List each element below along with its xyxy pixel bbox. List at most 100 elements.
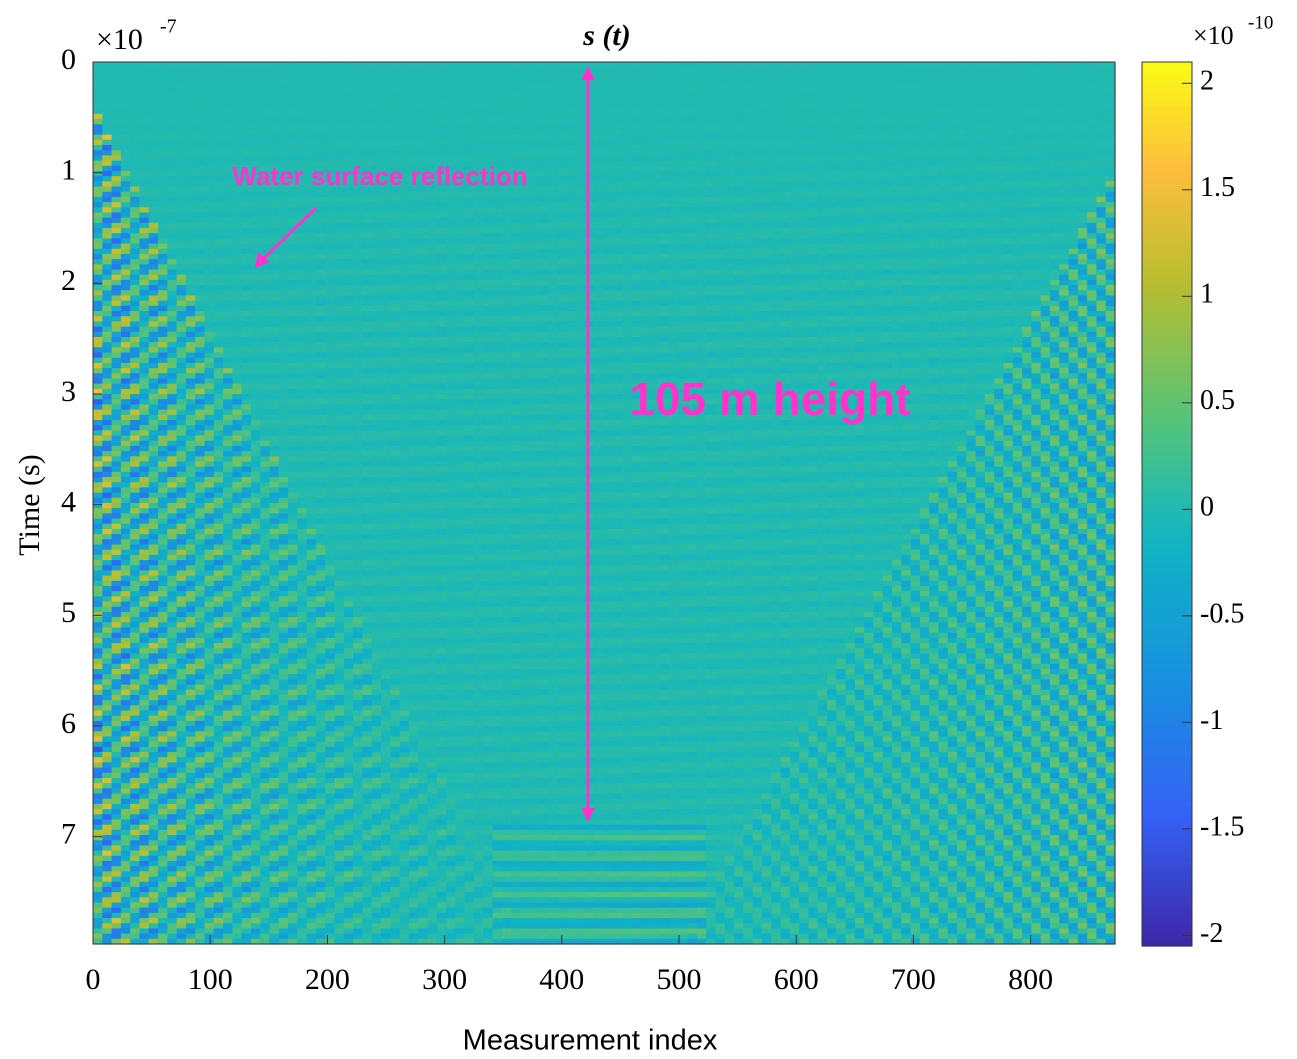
heatmap-cell xyxy=(790,270,800,276)
heatmap-cell xyxy=(938,114,948,120)
heatmap-cell xyxy=(697,171,707,177)
heatmap-cell xyxy=(966,104,976,110)
heatmap-cell xyxy=(753,249,763,255)
heatmap-cell xyxy=(660,114,670,120)
heatmap-cell xyxy=(242,135,252,141)
heatmap-cell xyxy=(920,212,930,218)
heatmap-cell xyxy=(437,98,447,104)
heatmap-cell xyxy=(390,280,400,286)
heatmap-cell xyxy=(753,166,763,172)
heatmap-cell xyxy=(409,109,419,115)
heatmap-cell xyxy=(669,140,679,146)
heatmap-cell xyxy=(502,197,512,203)
heatmap-cell xyxy=(725,124,735,130)
heatmap-cell xyxy=(539,72,549,78)
heatmap-cell xyxy=(204,187,214,193)
heatmap-cell xyxy=(195,124,205,130)
heatmap-cell xyxy=(102,249,112,255)
heatmap-cell xyxy=(781,181,791,187)
heatmap-cell xyxy=(567,259,577,265)
heatmap-cell xyxy=(613,212,623,218)
heatmap-cell xyxy=(1050,254,1060,260)
heatmap-cell xyxy=(966,197,976,203)
heatmap-cell xyxy=(279,212,289,218)
heatmap-cell xyxy=(688,207,698,213)
heatmap-cell xyxy=(678,166,688,172)
heatmap-cell xyxy=(177,192,187,198)
heatmap-cell xyxy=(836,228,846,234)
heatmap-cell xyxy=(539,98,549,104)
heatmap-cell xyxy=(892,233,902,239)
heatmap-cell xyxy=(511,192,521,198)
heatmap-cell xyxy=(548,228,558,234)
heatmap-cell xyxy=(771,67,781,73)
heatmap-cell xyxy=(539,109,549,115)
heatmap-cell xyxy=(390,270,400,276)
heatmap-cell xyxy=(706,67,716,73)
heatmap-cell xyxy=(139,197,149,203)
heatmap-cell xyxy=(994,290,1004,296)
heatmap-cell xyxy=(325,114,335,120)
heatmap-cell xyxy=(743,244,753,250)
heatmap-cell xyxy=(520,192,530,198)
heatmap-cell xyxy=(846,140,856,146)
heatmap-cell xyxy=(883,212,893,218)
heatmap-cell xyxy=(520,264,530,270)
heatmap-cell xyxy=(790,62,800,68)
heatmap-cell xyxy=(1031,62,1041,68)
heatmap-cell xyxy=(548,280,558,286)
heatmap-cell xyxy=(901,67,911,73)
heatmap-cell xyxy=(864,207,874,213)
heatmap-cell xyxy=(1041,78,1051,84)
heatmap-cell xyxy=(520,290,530,296)
heatmap-cell xyxy=(576,140,586,146)
heatmap-cell xyxy=(623,233,633,239)
heatmap-cell xyxy=(279,135,289,141)
heatmap-cell xyxy=(158,244,168,250)
heatmap-cell xyxy=(762,171,772,177)
heatmap-cell xyxy=(1050,223,1060,229)
heatmap-cell xyxy=(706,238,716,244)
heatmap-cell xyxy=(1013,223,1023,229)
heatmap-cell xyxy=(864,249,874,255)
heatmap-cell xyxy=(1022,270,1032,276)
heatmap-cell xyxy=(771,114,781,120)
heatmap-cell xyxy=(725,264,735,270)
heatmap-cell xyxy=(381,233,391,239)
heatmap-cell xyxy=(1069,218,1079,224)
heatmap-cell xyxy=(427,83,437,89)
heatmap-cell xyxy=(855,140,865,146)
heatmap-cell xyxy=(1059,176,1069,182)
heatmap-cell xyxy=(112,187,122,193)
heatmap-cell xyxy=(502,150,512,156)
heatmap-cell xyxy=(632,197,642,203)
heatmap-cell xyxy=(437,114,447,120)
heatmap-cell xyxy=(650,93,660,99)
heatmap-cell xyxy=(892,124,902,130)
heatmap-cell xyxy=(623,62,633,68)
heatmap-cell xyxy=(604,62,614,68)
heatmap-cell xyxy=(102,78,112,84)
heatmap-cell xyxy=(994,72,1004,78)
heatmap-cell xyxy=(204,223,214,229)
heatmap-cell xyxy=(808,109,818,115)
heatmap-cell xyxy=(520,228,530,234)
heatmap-cell xyxy=(753,218,763,224)
heatmap-cell xyxy=(994,171,1004,177)
heatmap-cell xyxy=(929,166,939,172)
heatmap-cell xyxy=(650,171,660,177)
heatmap-cell xyxy=(818,249,828,255)
heatmap-cell xyxy=(790,171,800,177)
heatmap-cell xyxy=(121,197,131,203)
heatmap-cell xyxy=(177,145,187,151)
heatmap-cell xyxy=(641,176,651,182)
heatmap-cell xyxy=(1087,109,1097,115)
heatmap-cell xyxy=(641,145,651,151)
heatmap-cell xyxy=(344,249,354,255)
heatmap-cell xyxy=(1022,88,1032,94)
heatmap-cell xyxy=(985,140,995,146)
heatmap-cell xyxy=(715,187,725,193)
heatmap-cell xyxy=(1096,78,1106,84)
heatmap-cell xyxy=(1041,129,1051,135)
heatmap-cell xyxy=(316,129,326,135)
